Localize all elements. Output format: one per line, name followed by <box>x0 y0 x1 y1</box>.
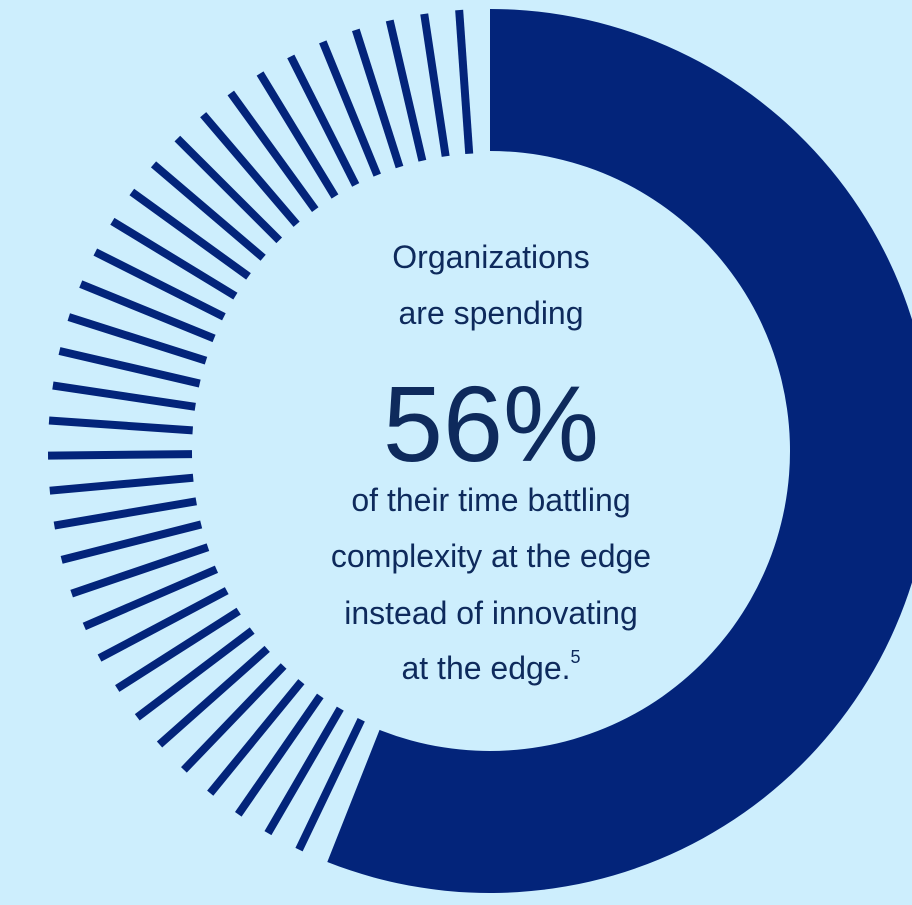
remainder-tick <box>352 28 404 169</box>
remainder-tick <box>93 248 226 321</box>
remainder-tick <box>110 217 238 300</box>
remainder-tick <box>181 663 287 773</box>
remainder-tick <box>53 497 197 530</box>
remainder-tick <box>115 607 241 692</box>
remainder-tick <box>47 450 193 460</box>
remainder-tick <box>227 90 319 212</box>
remainder-tick <box>67 313 208 365</box>
remainder-tick <box>174 135 283 244</box>
remainder-tick <box>234 693 324 817</box>
remainder-tick <box>264 706 344 836</box>
remainder-tick <box>156 645 270 748</box>
remainder-tick <box>49 473 194 495</box>
remainder-tick <box>455 9 474 155</box>
remainder-tick <box>256 71 339 199</box>
remainder-tick <box>129 188 251 280</box>
remainder-tick <box>319 40 381 177</box>
remainder-tick <box>60 520 203 564</box>
remainder-tick <box>385 19 427 162</box>
remainder-tick <box>58 347 201 388</box>
remainder-tick <box>48 416 193 435</box>
remainder-tick <box>420 13 450 157</box>
remainder-tick <box>287 54 360 187</box>
remainder-tick <box>295 718 365 852</box>
solid-segment <box>327 9 912 893</box>
remainder-tick <box>150 161 266 261</box>
remainder-tick <box>79 280 216 343</box>
remainder-tick <box>134 627 255 721</box>
remainder-tick <box>97 587 229 662</box>
remainder-tick <box>82 565 219 631</box>
remainder-tick <box>52 381 196 411</box>
remainder-tick <box>207 679 305 796</box>
remainder-tick <box>200 112 300 227</box>
remainder-tick <box>70 543 210 598</box>
